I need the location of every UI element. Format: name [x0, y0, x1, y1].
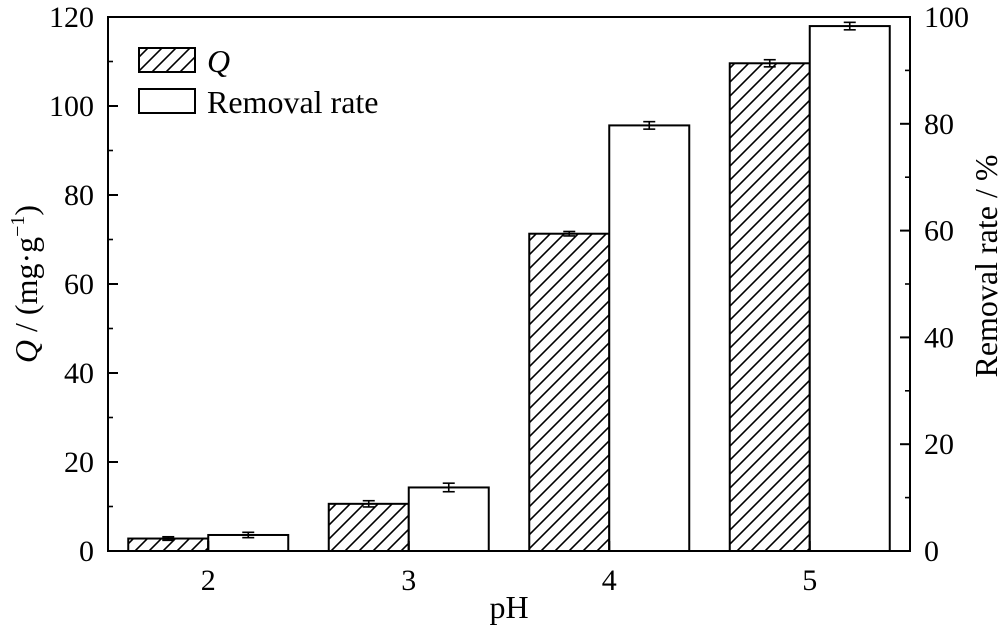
y2-tick-label-80: 80	[924, 108, 954, 141]
legend-label-q: Q	[207, 43, 230, 79]
y2-tick-label-20: 20	[924, 428, 954, 461]
y-axis-title-superscript: −1	[7, 216, 29, 237]
bar-q-ph-3	[327, 502, 410, 552]
y-tick-label-40: 40	[64, 357, 94, 390]
error-bars-layer	[162, 21, 856, 542]
y-tick-label-100: 100	[49, 90, 94, 123]
y-tick-label-0: 0	[79, 535, 94, 568]
legend-label-removal-rate: Removal rate	[207, 84, 378, 120]
y2-tick-label-100: 100	[924, 1, 969, 34]
x-tick-label-4: 4	[602, 564, 617, 597]
y2-axis-title: Removal rate / %	[968, 154, 1000, 377]
y-tick-label-80: 80	[64, 179, 94, 212]
legend: Q Removal rate	[138, 43, 378, 120]
bar-removal-rate-ph-3	[407, 486, 490, 553]
y-axis-title-close: )	[8, 205, 44, 216]
bar-q-ph-4	[528, 232, 611, 552]
y-axis-title-units: / (mg·g	[8, 237, 44, 340]
bar-q-ph-5	[728, 62, 811, 552]
y-tick-label-20: 20	[64, 446, 94, 479]
legend-swatch-removal-rate	[138, 88, 196, 114]
x-tick-label-2: 2	[201, 564, 216, 597]
x-tick-label-3: 3	[401, 564, 416, 597]
ticks-layer: 2 3 4 5 0 20 40 60 80 100 120 0 20 40 60 80 100	[49, 1, 969, 597]
bar-removal-rate-ph-4	[608, 124, 691, 552]
y-tick-label-60: 60	[64, 268, 94, 301]
x-tick-label-5: 5	[802, 564, 817, 597]
x-axis-title: pH	[489, 589, 528, 625]
y-axis-title-symbol: Q	[8, 340, 44, 363]
bar-removal-rate-ph-5	[808, 25, 891, 552]
y-tick-label-120: 120	[49, 1, 94, 34]
y2-tick-label-0: 0	[924, 535, 939, 568]
legend-swatch-q	[138, 47, 196, 73]
y2-tick-label-60: 60	[924, 215, 954, 248]
y-axis-title: Q / (mg·g−1)	[7, 205, 44, 363]
y2-tick-label-40: 40	[924, 321, 954, 354]
